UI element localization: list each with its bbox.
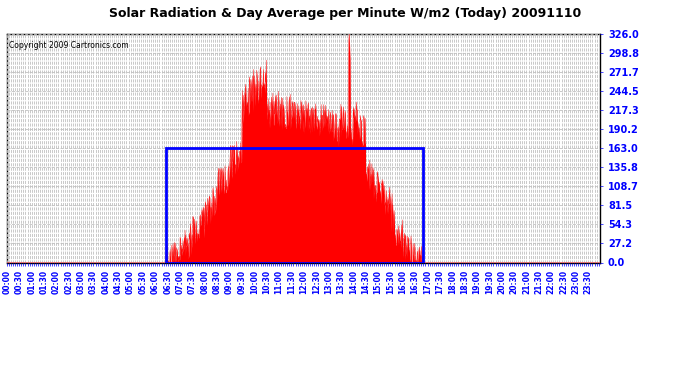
Text: Copyright 2009 Cartronics.com: Copyright 2009 Cartronics.com — [9, 40, 128, 50]
Bar — [166, 148, 424, 262]
Text: Solar Radiation & Day Average per Minute W/m2 (Today) 20091110: Solar Radiation & Day Average per Minute… — [109, 8, 581, 21]
